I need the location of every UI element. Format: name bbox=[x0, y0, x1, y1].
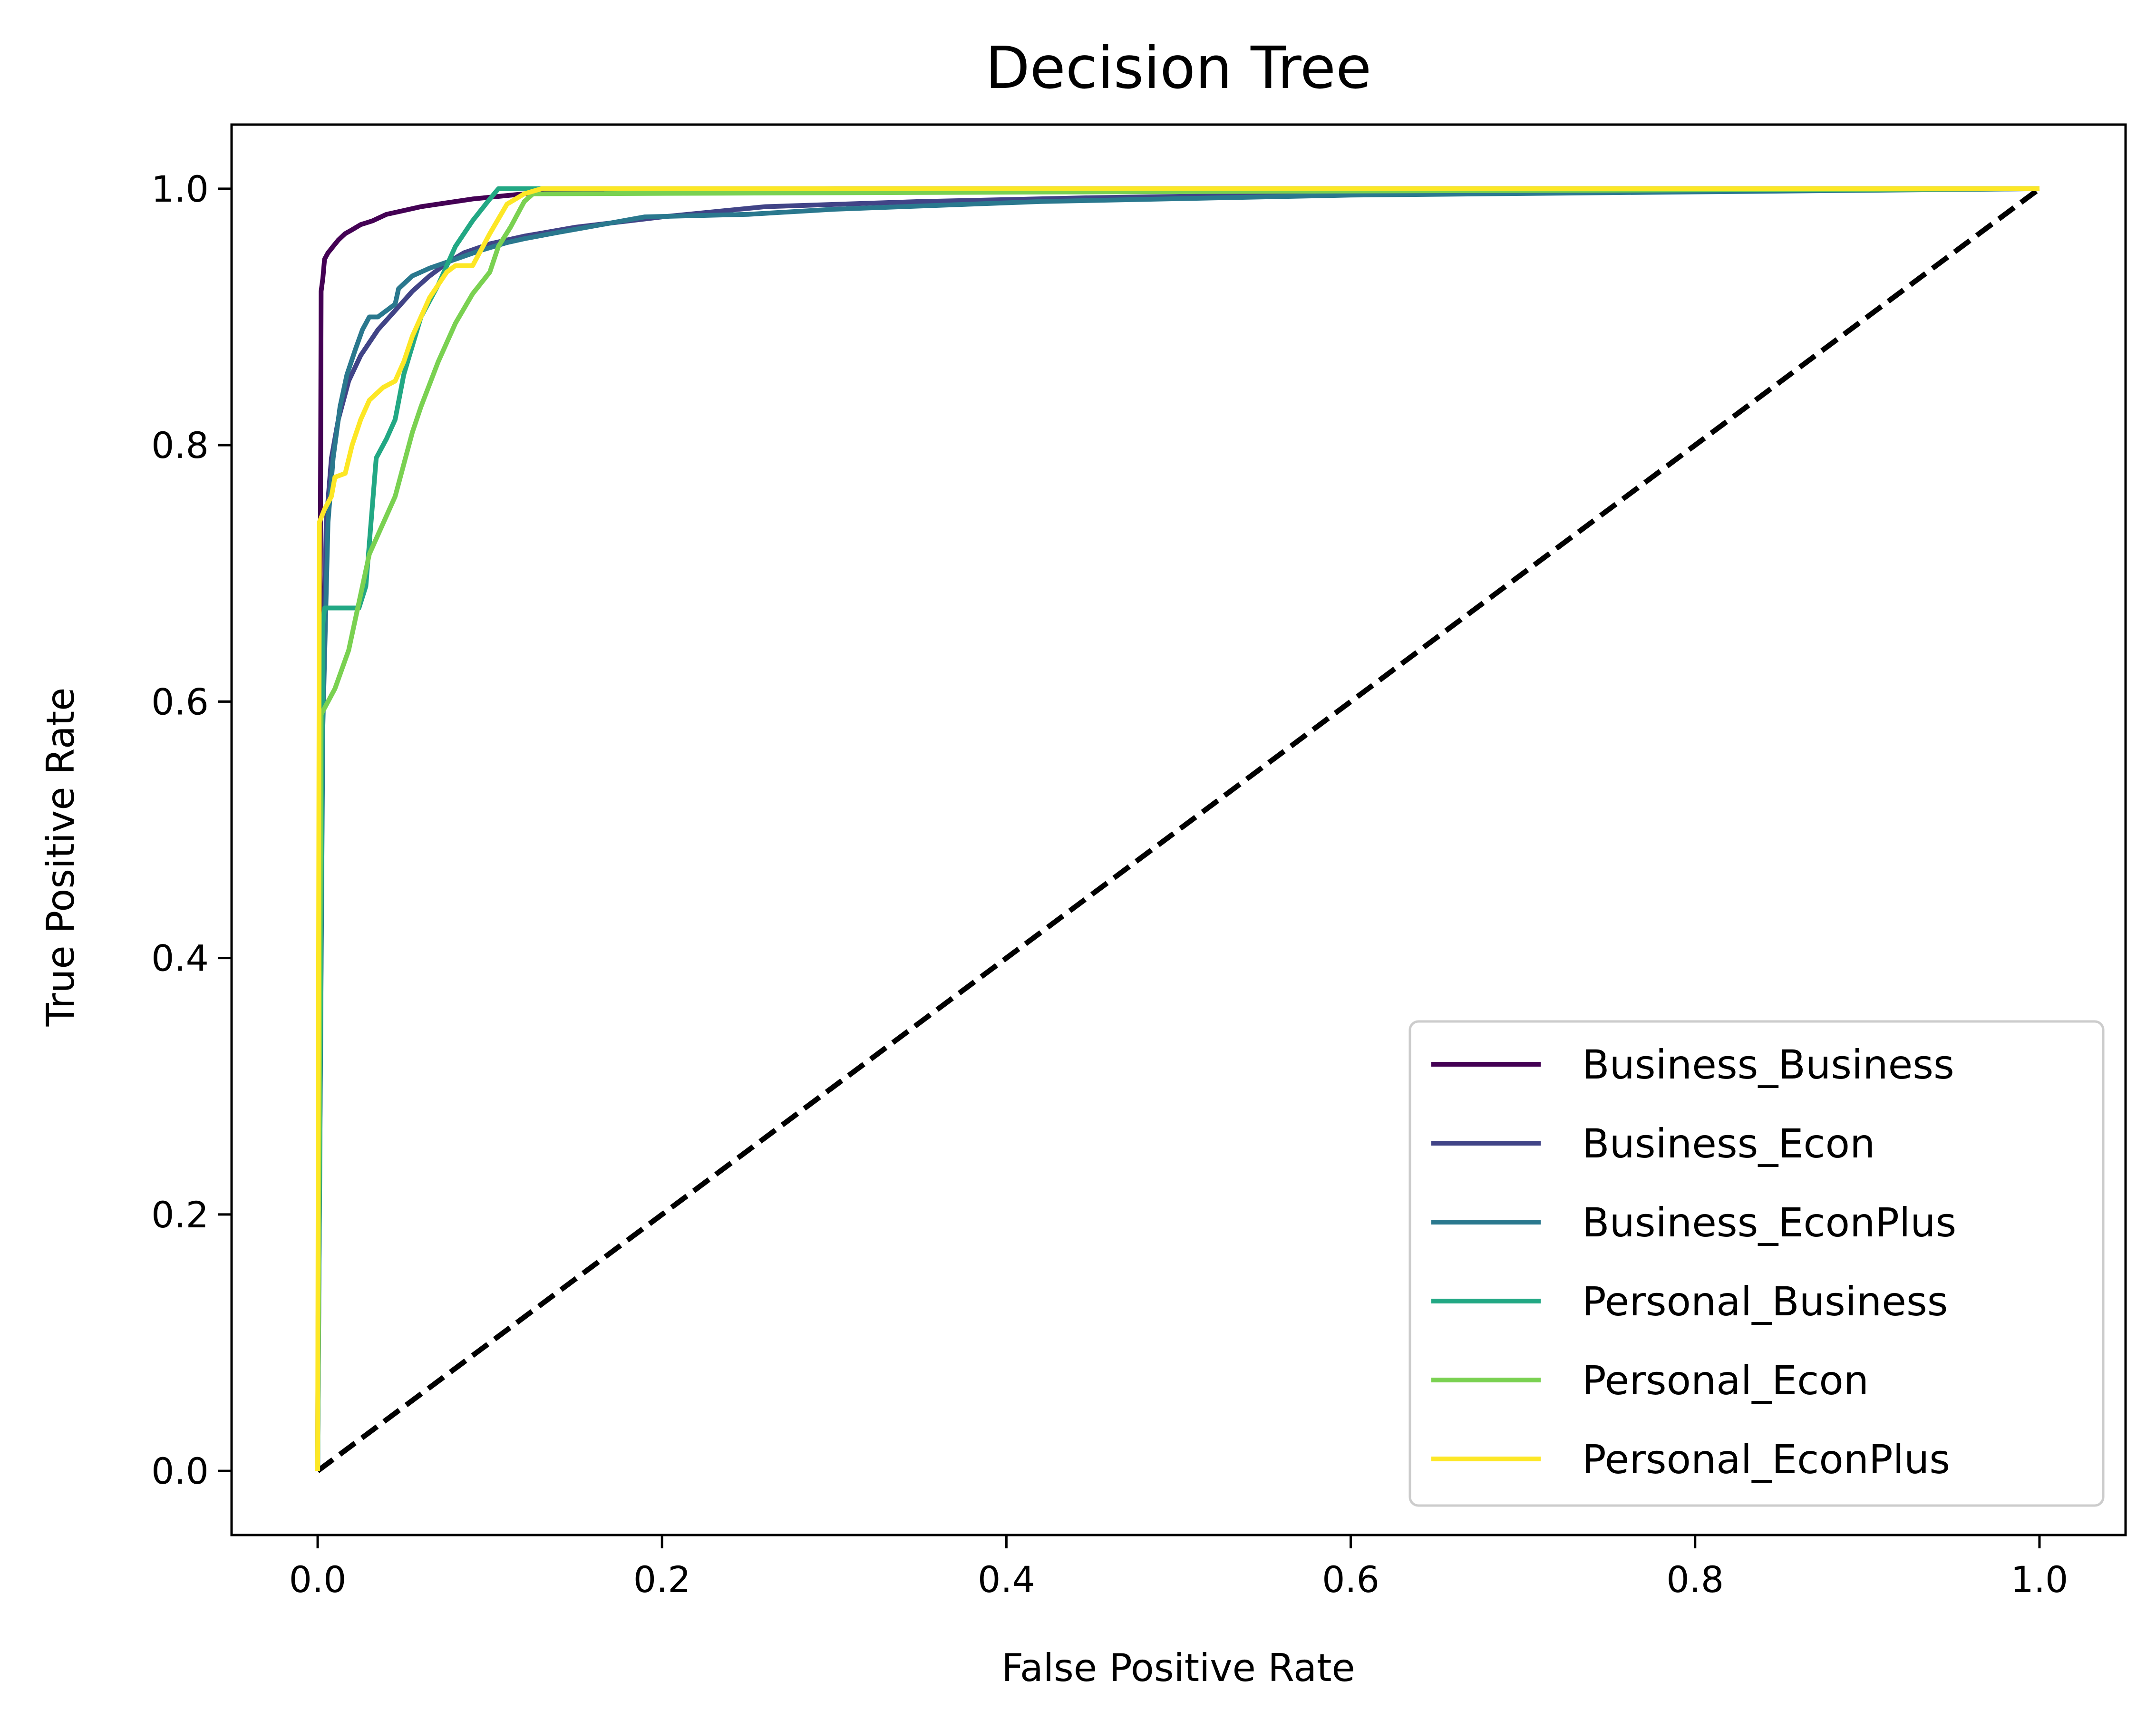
legend-label: Business_Econ bbox=[1582, 1120, 1875, 1167]
legend-label: Business_EconPlus bbox=[1582, 1199, 1956, 1246]
series-line-business-econplus bbox=[315, 186, 2040, 1471]
legend-label: Business_Business bbox=[1582, 1041, 1954, 1088]
y-tick-label: 0.2 bbox=[151, 1194, 209, 1236]
series-line-personal-econplus bbox=[315, 186, 2039, 1471]
y-tick-label: 0.8 bbox=[151, 424, 209, 467]
x-tick-label: 0.4 bbox=[978, 1558, 1035, 1601]
y-axis-label: True Positive Rate bbox=[39, 688, 83, 1027]
x-tick-label: 0.8 bbox=[1666, 1558, 1724, 1601]
x-axis-ticks: 0.0 0.2 0.4 0.6 0.8 1.0 bbox=[289, 1535, 2069, 1601]
y-tick-label: 1.0 bbox=[151, 168, 209, 210]
x-tick-label: 0.6 bbox=[1322, 1558, 1379, 1601]
series-line-personal-business bbox=[315, 186, 2039, 1471]
x-tick-label: 0.0 bbox=[289, 1558, 347, 1601]
chart-title: Decision Tree bbox=[985, 34, 1371, 102]
plot-area bbox=[230, 123, 2127, 1536]
legend-box bbox=[1408, 1020, 2105, 1507]
x-tick-label: 1.0 bbox=[2011, 1558, 2069, 1601]
legend-label: Personal_Business bbox=[1582, 1278, 1948, 1325]
legend: Business_Business Business_Econ Business_E… bbox=[1408, 1020, 2105, 1507]
series-line-personal-econ bbox=[315, 186, 2040, 1471]
legend-label: Personal_EconPlus bbox=[1582, 1436, 1950, 1483]
y-tick-label: 0.6 bbox=[151, 680, 209, 723]
y-axis-ticks: 0.0 0.2 0.4 0.6 0.8 1.0 bbox=[151, 168, 232, 1492]
y-tick-label: 0.0 bbox=[151, 1450, 209, 1492]
x-tick-label: 0.2 bbox=[633, 1558, 691, 1601]
series-line-business-business bbox=[315, 186, 2039, 1471]
y-tick-label: 0.4 bbox=[151, 937, 209, 980]
x-axis-label: False Positive Rate bbox=[1001, 1646, 1355, 1690]
legend-label: Personal_Econ bbox=[1582, 1357, 1869, 1404]
plot-frame bbox=[230, 123, 2127, 1536]
